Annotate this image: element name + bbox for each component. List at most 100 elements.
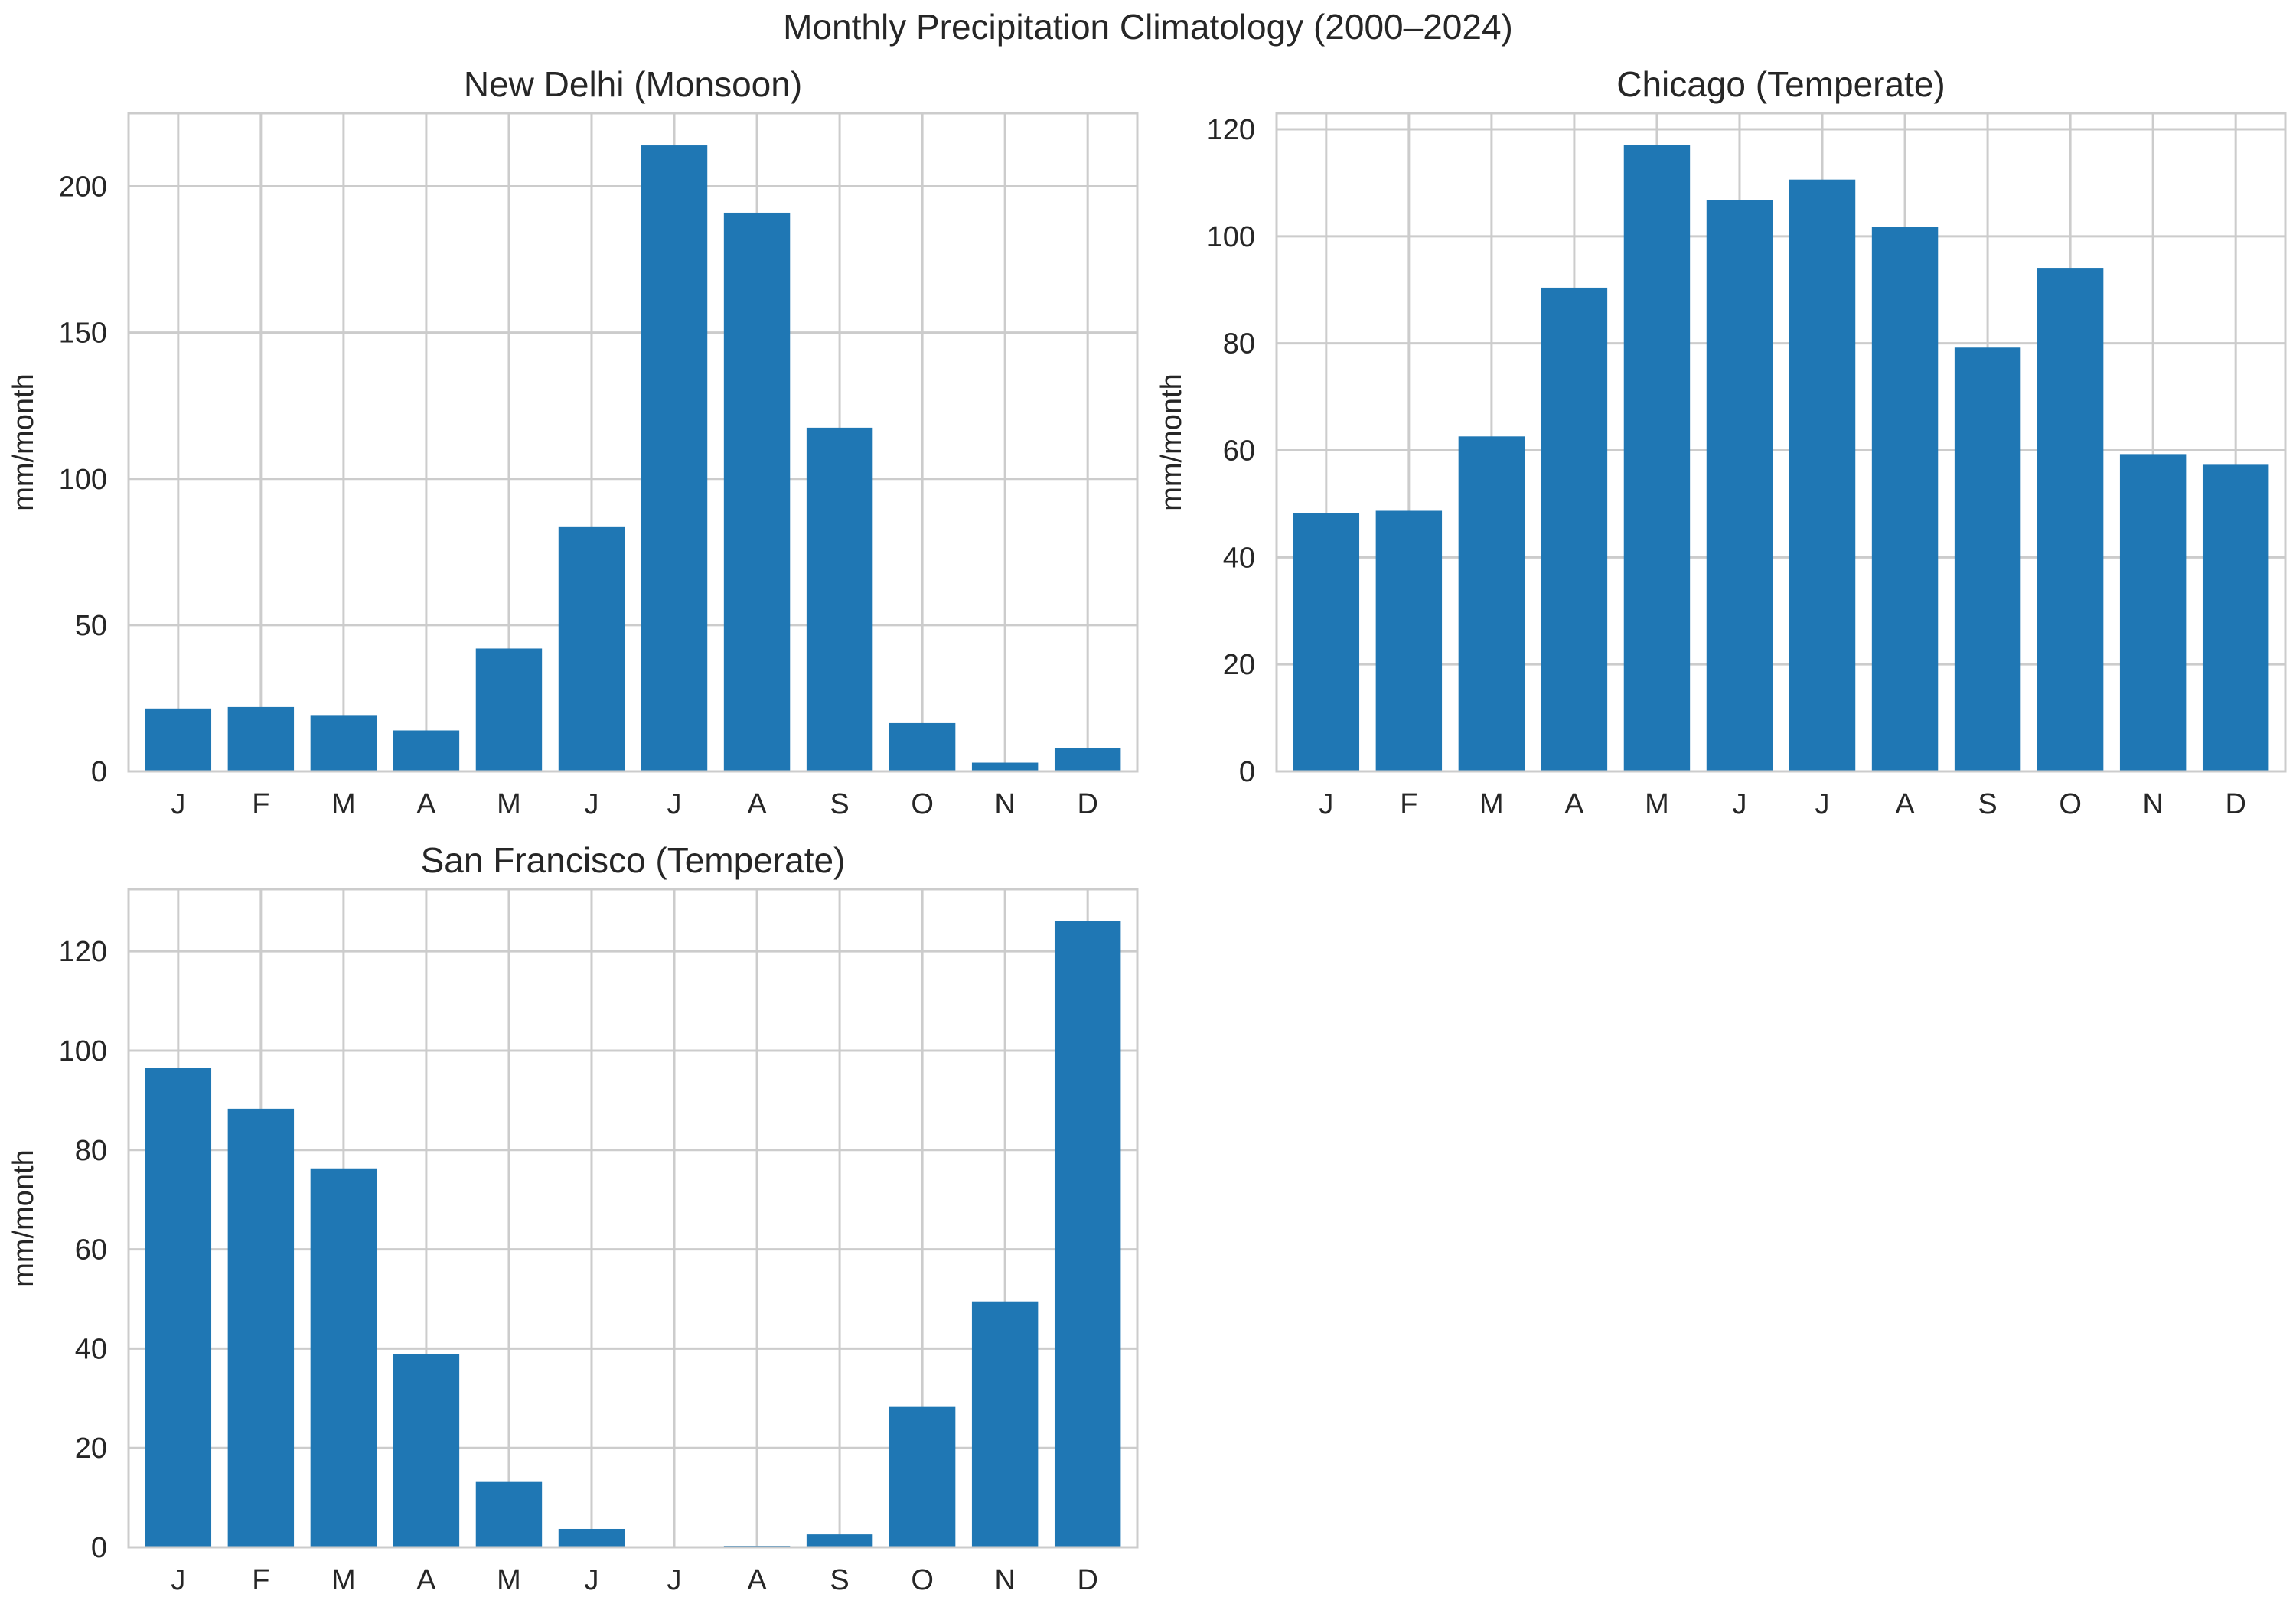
chart-2-xtick-label-4: M <box>1645 788 1669 820</box>
chart-1-xtick-label-0: J <box>171 788 185 820</box>
chart-3-bar-9 <box>889 1406 956 1547</box>
chart-1-ylabel: mm/month <box>8 373 40 510</box>
chart-3-bar-1 <box>227 1108 295 1547</box>
chart-3-bar-11 <box>1054 921 1121 1547</box>
chart-3-xtick-label-4: M <box>497 1564 521 1596</box>
chart-1-bar-6 <box>641 145 708 772</box>
chart-3-xtick-label-6: J <box>667 1564 682 1596</box>
chart-2-xtick-label-0: J <box>1319 788 1333 820</box>
chart-2-bar-5 <box>1706 200 1773 771</box>
chart-1-xtick-label-10: N <box>994 788 1015 820</box>
chart-2-bar-6 <box>1789 179 1856 771</box>
chart-1-ytick-label-0: 0 <box>91 756 107 788</box>
chart-2-ylabel: mm/month <box>1156 373 1188 510</box>
chart-1-xtick-label-9: O <box>911 788 934 820</box>
chart-1-xtick-label-5: J <box>584 788 598 820</box>
chart-2-xtick-label-7: A <box>1895 788 1915 820</box>
chart-1-xtick-label-2: M <box>331 788 356 820</box>
chart-3-ytick-label-5: 100 <box>59 1035 107 1068</box>
chart-3-bar-8 <box>806 1534 873 1547</box>
chart-2-xtick-label-3: A <box>1564 788 1584 820</box>
chart-1-frame <box>127 112 1139 773</box>
chart-2-xtick-label-8: S <box>1978 788 1997 820</box>
chart-3-xtick-label-9: O <box>911 1564 934 1596</box>
chart-2-bar-4 <box>1623 145 1691 771</box>
chart-1-ytick-label-2: 100 <box>59 464 107 496</box>
chart-2-ytick-label-5: 100 <box>1207 221 1255 253</box>
chart-1-bar-4 <box>475 648 543 771</box>
chart-3-xtick-label-1: F <box>252 1564 269 1596</box>
chart-2-bar-0 <box>1293 513 1360 771</box>
chart-1-xtick-label-8: S <box>830 788 849 820</box>
chart-2-xtick-label-10: N <box>2142 788 2163 820</box>
chart-1-xtick-label-3: A <box>416 788 436 820</box>
chart-2-ytick-label-1: 20 <box>1223 649 1255 681</box>
chart-3-ytick-label-2: 40 <box>75 1333 107 1365</box>
chart-2-xtick-label-5: J <box>1732 788 1746 820</box>
chart-1-bar-2 <box>310 715 377 771</box>
chart-1-bar-0 <box>145 708 212 771</box>
chart-3-xtick-label-10: N <box>994 1564 1015 1596</box>
chart-1-xtick-label-7: A <box>747 788 767 820</box>
chart-1-xtick-label-1: F <box>252 788 269 820</box>
chart-1-xtick-label-6: J <box>667 788 682 820</box>
chart-1-ytick-label-3: 150 <box>59 318 107 350</box>
chart-2-ytick-label-6: 120 <box>1207 114 1255 146</box>
chart-3-bar-0 <box>145 1068 212 1547</box>
chart-2-frame <box>1275 112 2287 773</box>
chart-2-ytick-label-0: 0 <box>1239 756 1255 788</box>
chart-1-bar-3 <box>393 730 460 771</box>
chart-2-bar-1 <box>1375 510 1443 771</box>
chart-3-frame <box>127 888 1139 1549</box>
chart-3-bar-10 <box>971 1301 1039 1547</box>
chart-3-xtick-label-2: M <box>331 1564 356 1596</box>
chart-3-ytick-label-4: 80 <box>75 1135 107 1167</box>
chart-2-xtick-label-6: J <box>1815 788 1830 820</box>
chart-2-ytick-label-4: 80 <box>1223 328 1255 360</box>
chart-1-bar-8 <box>806 427 873 771</box>
chart-2-xtick-label-11: D <box>2225 788 2245 820</box>
chart-2-ytick-label-2: 40 <box>1223 542 1255 574</box>
figure-title: Monthly Precipitation Climatology (2000–… <box>783 7 1513 47</box>
chart-3-xtick-label-7: A <box>747 1564 767 1596</box>
chart-3-ytick-label-6: 120 <box>59 936 107 968</box>
chart-2-xtick-label-2: M <box>1479 788 1504 820</box>
chart-1-bar-10 <box>971 762 1039 771</box>
chart-2-bar-9 <box>2037 268 2104 771</box>
chart-3-bar-5 <box>558 1528 625 1547</box>
chart-3-title: San Francisco (Temperate) <box>421 840 846 880</box>
chart-3-xtick-label-11: D <box>1077 1564 1097 1596</box>
chart-2-bar-10 <box>2119 454 2187 771</box>
chart-2-title: Chicago (Temperate) <box>1616 64 1945 104</box>
chart-2: 0 20 40 60 80 100 120 J F M A M J J A S O N D Chicago (Temp… <box>1156 64 2287 820</box>
chart-2-bar-3 <box>1541 287 1608 772</box>
chart-3-bar-4 <box>475 1481 543 1547</box>
chart-2-bar-7 <box>1871 227 1939 771</box>
chart-2-bar-8 <box>1954 347 2021 771</box>
chart-3: 0 20 40 60 80 100 120 J F M A M J J A S O N D San Francisco… <box>8 840 1139 1596</box>
chart-2-xtick-label-1: F <box>1400 788 1417 820</box>
chart-3-xtick-label-8: S <box>830 1564 849 1596</box>
chart-3-ylabel: mm/month <box>8 1149 40 1286</box>
chart-3-xtick-label-0: J <box>171 1564 185 1596</box>
chart-1-xtick-label-4: M <box>497 788 521 820</box>
chart-1-bar-1 <box>227 706 295 771</box>
chart-1-bar-9 <box>889 722 956 771</box>
chart-3-bar-3 <box>393 1354 460 1547</box>
chart-3-bar-2 <box>310 1168 377 1547</box>
chart-3-ytick-label-0: 0 <box>91 1532 107 1564</box>
chart-1-bar-11 <box>1054 748 1121 771</box>
chart-3-ytick-label-3: 60 <box>75 1234 107 1266</box>
chart-1-title: New Delhi (Monsoon) <box>464 64 802 104</box>
chart-1-ytick-label-1: 50 <box>75 610 107 642</box>
chart-2-bar-11 <box>2202 464 2269 771</box>
chart-1-bar-5 <box>558 526 625 771</box>
chart-1: 0 50 100 150 200 J F M A M J J A S O N D New Delhi (Monso… <box>8 64 1139 820</box>
chart-1-xtick-label-11: D <box>1077 788 1097 820</box>
chart-3-xtick-label-5: J <box>584 1564 598 1596</box>
chart-1-bar-7 <box>723 212 791 771</box>
chart-3-xtick-label-3: A <box>416 1564 436 1596</box>
chart-2-bar-2 <box>1458 436 1525 771</box>
